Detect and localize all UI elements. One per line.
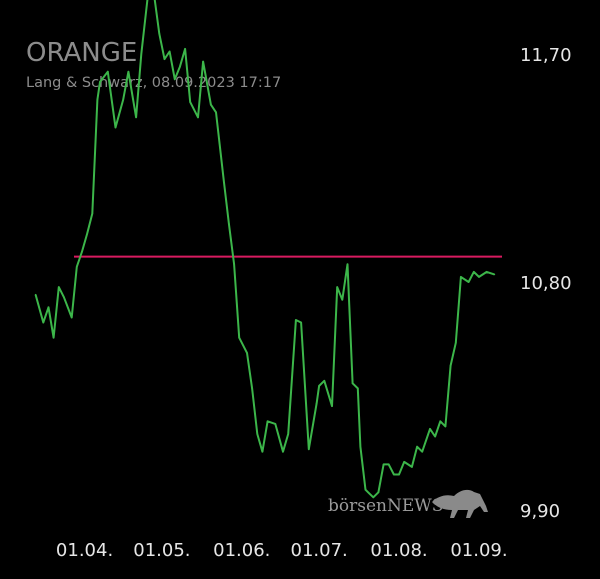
data-point <box>295 319 297 321</box>
data-point <box>287 433 290 435</box>
data-point <box>91 212 94 215</box>
data-point <box>163 58 166 60</box>
data-point <box>393 473 395 476</box>
data-point <box>238 336 240 339</box>
data-point <box>336 286 339 288</box>
data-point <box>434 435 436 438</box>
data-point <box>47 306 50 309</box>
data-point <box>179 65 181 68</box>
x-axis-labels: 01.04. 01.05. 01.06. 01.07. 01.08. 01.09. <box>56 540 508 561</box>
data-point <box>81 250 83 253</box>
data-point <box>261 450 264 453</box>
x-tick-label: 01.04. <box>56 540 113 561</box>
data-point <box>421 450 424 453</box>
data-point <box>364 488 367 491</box>
data-point <box>122 98 124 101</box>
data-point <box>58 286 60 288</box>
data-point <box>351 382 354 385</box>
data-point <box>493 273 496 276</box>
x-tick-label: 01.08. <box>370 540 427 561</box>
x-tick-label: 01.07. <box>291 540 348 561</box>
data-point <box>411 466 413 468</box>
data-point <box>114 126 117 129</box>
x-tick-label: 01.09. <box>450 540 507 561</box>
y-tick-label: 10,80 <box>520 273 572 294</box>
data-point <box>140 53 143 55</box>
data-point <box>478 276 480 278</box>
data-point <box>444 425 447 428</box>
data-point <box>308 448 310 451</box>
data-point <box>318 385 320 387</box>
data-point <box>233 263 235 266</box>
data-point <box>189 101 191 103</box>
data-point <box>346 263 349 266</box>
data-point <box>63 296 65 299</box>
data-point <box>467 281 470 283</box>
data-point <box>86 233 88 235</box>
data-point <box>228 222 230 225</box>
data-point <box>202 60 204 63</box>
data-point <box>473 271 475 273</box>
data-point <box>223 179 225 182</box>
data-point <box>127 70 130 73</box>
data-point <box>485 271 488 273</box>
data-point <box>34 293 37 296</box>
data-point <box>70 316 73 319</box>
data-point <box>377 491 380 494</box>
data-point <box>158 32 161 35</box>
data-point <box>300 321 302 324</box>
data-point <box>403 461 406 463</box>
data-point <box>168 50 171 53</box>
y-tick-label: 9,90 <box>520 501 560 522</box>
data-point <box>357 387 359 390</box>
data-point <box>449 364 452 367</box>
data-point <box>398 473 400 476</box>
data-point <box>197 116 199 119</box>
data-point <box>331 405 333 407</box>
data-point <box>359 445 362 448</box>
data-point <box>99 81 101 83</box>
data-point <box>282 450 284 453</box>
chart-title: ORANGE <box>26 38 137 68</box>
y-axis-labels: 11,70 10,80 9,90 <box>520 45 572 522</box>
data-point <box>251 387 253 390</box>
data-point <box>455 342 457 344</box>
data-point <box>174 78 176 81</box>
y-tick-label: 11,70 <box>520 45 572 66</box>
data-point <box>416 445 418 448</box>
data-point <box>341 298 344 301</box>
data-point <box>367 491 369 494</box>
data-point <box>256 433 259 435</box>
data-point <box>246 352 248 354</box>
data-point <box>135 116 137 119</box>
data-point <box>266 420 269 423</box>
data-point <box>315 402 318 405</box>
data-point <box>429 428 431 430</box>
data-point <box>387 463 390 466</box>
data-point <box>274 423 277 425</box>
data-point <box>215 111 217 114</box>
data-point <box>184 48 186 50</box>
data-point <box>439 420 442 423</box>
watermark-text: börsenNEWS <box>328 496 443 516</box>
chart-subtitle: Lang & Schwarz, 08.09.2023 17:17 <box>26 75 281 91</box>
data-point <box>372 496 375 499</box>
data-point <box>107 70 109 73</box>
x-tick-label: 01.05. <box>133 540 190 561</box>
data-point <box>382 463 385 466</box>
data-point <box>96 98 99 101</box>
data-point <box>323 380 326 382</box>
series-group <box>34 0 496 499</box>
data-point <box>210 103 212 106</box>
data-point <box>52 336 55 339</box>
data-point <box>76 266 78 268</box>
data-point <box>42 321 45 324</box>
data-point <box>460 276 462 278</box>
watermark: börsenNEWS <box>328 489 488 518</box>
x-tick-label: 01.06. <box>213 540 270 561</box>
bull-icon <box>432 489 488 518</box>
